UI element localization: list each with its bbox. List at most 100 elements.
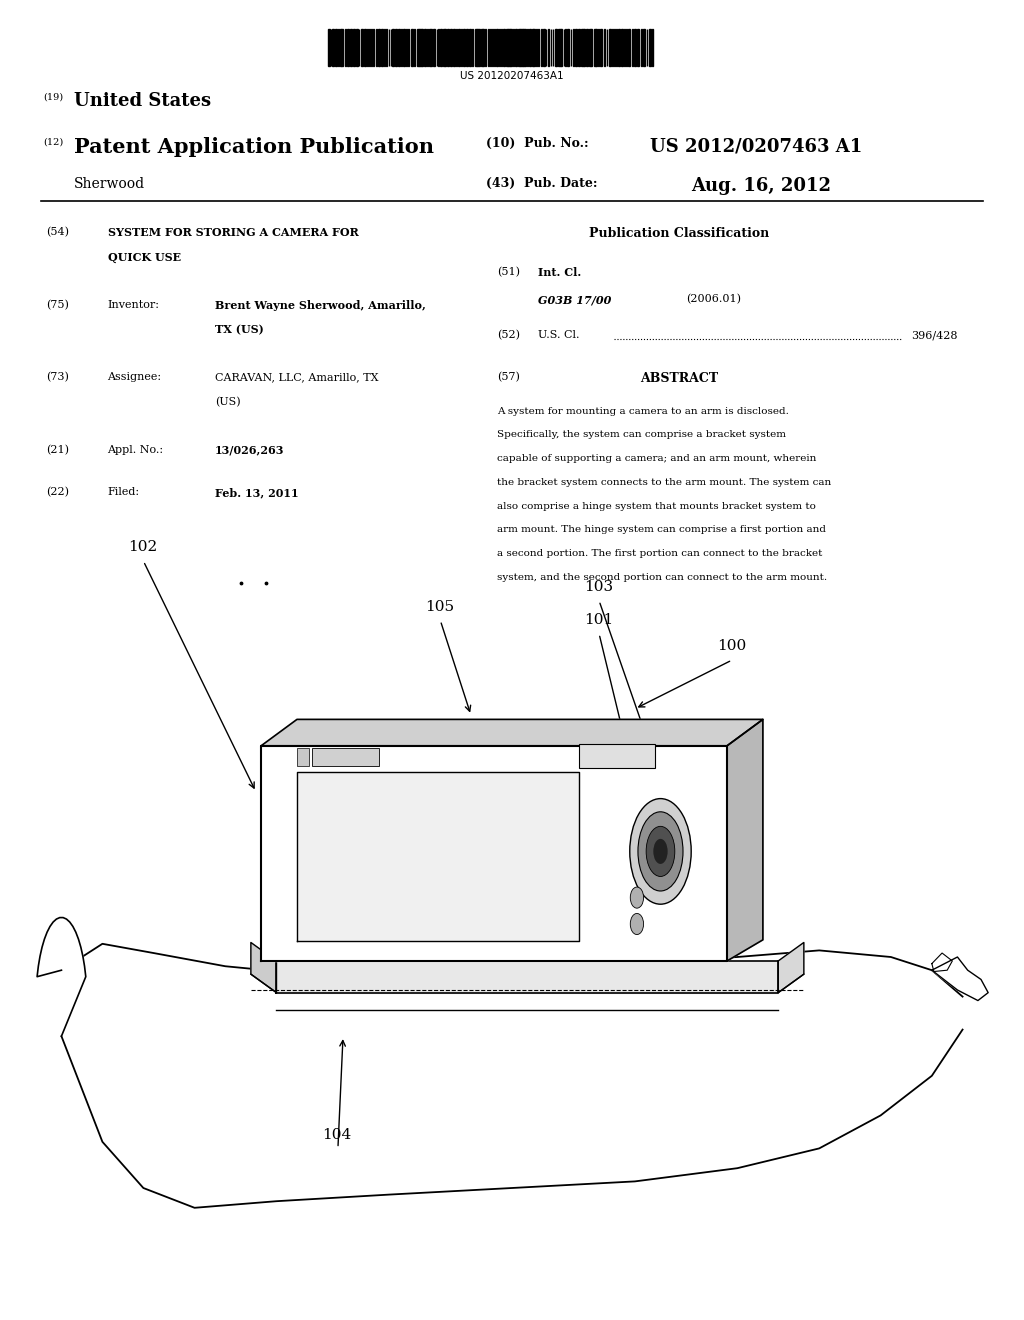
Text: the bracket system connects to the arm mount. The system can: the bracket system connects to the arm m… bbox=[497, 478, 830, 487]
Bar bbox=[424, 29, 426, 66]
Bar bbox=[527, 29, 528, 66]
Text: Int. Cl.: Int. Cl. bbox=[538, 267, 581, 277]
Bar bbox=[497, 29, 498, 66]
Polygon shape bbox=[37, 917, 86, 1036]
Text: (21): (21) bbox=[46, 445, 69, 455]
Bar bbox=[543, 29, 545, 66]
Bar bbox=[403, 29, 406, 66]
Bar bbox=[458, 29, 460, 66]
Bar bbox=[469, 29, 471, 66]
Bar bbox=[489, 29, 492, 66]
Text: (52): (52) bbox=[497, 330, 519, 341]
Bar bbox=[335, 29, 337, 66]
Text: US 20120207463A1: US 20120207463A1 bbox=[460, 71, 564, 82]
Bar bbox=[447, 29, 449, 66]
Bar bbox=[624, 29, 626, 66]
Text: 13/026,263: 13/026,263 bbox=[215, 445, 285, 455]
Bar bbox=[297, 748, 309, 766]
Text: U.S. Cl.: U.S. Cl. bbox=[538, 330, 580, 341]
Ellipse shape bbox=[631, 913, 643, 935]
Bar bbox=[494, 29, 496, 66]
Text: 104: 104 bbox=[323, 1127, 352, 1142]
Bar bbox=[511, 29, 512, 66]
Text: A system for mounting a camera to an arm is disclosed.: A system for mounting a camera to an arm… bbox=[497, 407, 788, 416]
Bar bbox=[508, 29, 510, 66]
Text: Specifically, the system can comprise a bracket system: Specifically, the system can comprise a … bbox=[497, 430, 785, 440]
Bar bbox=[534, 29, 535, 66]
Bar bbox=[484, 29, 486, 66]
Bar bbox=[463, 29, 465, 66]
Bar bbox=[408, 29, 410, 66]
Bar bbox=[558, 29, 561, 66]
Bar bbox=[608, 29, 611, 66]
Polygon shape bbox=[727, 719, 763, 961]
Bar bbox=[578, 29, 580, 66]
Ellipse shape bbox=[653, 840, 668, 865]
Bar bbox=[643, 29, 645, 66]
Bar bbox=[518, 29, 520, 66]
Text: arm mount. The hinge system can comprise a first portion and: arm mount. The hinge system can comprise… bbox=[497, 525, 825, 535]
Polygon shape bbox=[297, 772, 579, 941]
Polygon shape bbox=[276, 961, 778, 993]
Bar bbox=[598, 29, 599, 66]
Bar bbox=[628, 29, 630, 66]
Text: Aug. 16, 2012: Aug. 16, 2012 bbox=[691, 177, 831, 195]
Text: Appl. No.:: Appl. No.: bbox=[108, 445, 164, 455]
Text: (75): (75) bbox=[46, 300, 69, 310]
Text: United States: United States bbox=[74, 92, 211, 111]
Bar bbox=[411, 29, 413, 66]
Bar bbox=[481, 29, 482, 66]
Bar bbox=[604, 29, 605, 66]
Bar bbox=[515, 29, 517, 66]
Bar bbox=[360, 29, 362, 66]
Bar bbox=[406, 29, 408, 66]
Bar bbox=[417, 29, 419, 66]
Text: Publication Classification: Publication Classification bbox=[589, 227, 769, 240]
Bar bbox=[365, 29, 366, 66]
Polygon shape bbox=[932, 957, 988, 1001]
Polygon shape bbox=[261, 746, 727, 961]
Bar bbox=[433, 29, 435, 66]
Bar bbox=[520, 29, 522, 66]
Bar bbox=[567, 29, 569, 66]
Text: (43)  Pub. Date:: (43) Pub. Date: bbox=[486, 177, 598, 190]
Text: Feb. 13, 2011: Feb. 13, 2011 bbox=[215, 487, 299, 498]
Bar bbox=[575, 29, 578, 66]
Bar bbox=[637, 29, 640, 66]
Bar bbox=[523, 29, 525, 66]
Text: (10)  Pub. No.:: (10) Pub. No.: bbox=[486, 137, 589, 150]
Bar bbox=[466, 29, 468, 66]
Bar bbox=[451, 29, 452, 66]
Bar bbox=[414, 29, 415, 66]
Ellipse shape bbox=[646, 826, 675, 876]
Bar bbox=[443, 29, 444, 66]
Bar bbox=[384, 29, 385, 66]
Bar bbox=[541, 29, 542, 66]
Bar bbox=[341, 29, 343, 66]
Text: (22): (22) bbox=[46, 487, 69, 498]
Text: (US): (US) bbox=[215, 397, 241, 408]
Bar bbox=[582, 29, 584, 66]
Bar bbox=[651, 29, 653, 66]
Bar bbox=[345, 29, 346, 66]
Text: Filed:: Filed: bbox=[108, 487, 139, 498]
Ellipse shape bbox=[631, 887, 643, 908]
Text: (12): (12) bbox=[43, 137, 63, 147]
Polygon shape bbox=[61, 944, 963, 1208]
Polygon shape bbox=[932, 953, 952, 972]
Bar bbox=[504, 29, 506, 66]
Bar bbox=[613, 29, 615, 66]
Text: Assignee:: Assignee: bbox=[108, 372, 162, 383]
Bar bbox=[589, 29, 591, 66]
Text: 105: 105 bbox=[425, 599, 454, 614]
Bar bbox=[420, 29, 422, 66]
Text: Patent Application Publication: Patent Application Publication bbox=[74, 137, 434, 157]
Polygon shape bbox=[261, 719, 763, 746]
Bar bbox=[475, 29, 477, 66]
Bar bbox=[382, 29, 383, 66]
Bar bbox=[429, 29, 432, 66]
Text: (73): (73) bbox=[46, 372, 69, 383]
Ellipse shape bbox=[638, 812, 683, 891]
Text: ABSTRACT: ABSTRACT bbox=[640, 372, 718, 385]
Text: also comprise a hinge system that mounts bracket system to: also comprise a hinge system that mounts… bbox=[497, 502, 815, 511]
